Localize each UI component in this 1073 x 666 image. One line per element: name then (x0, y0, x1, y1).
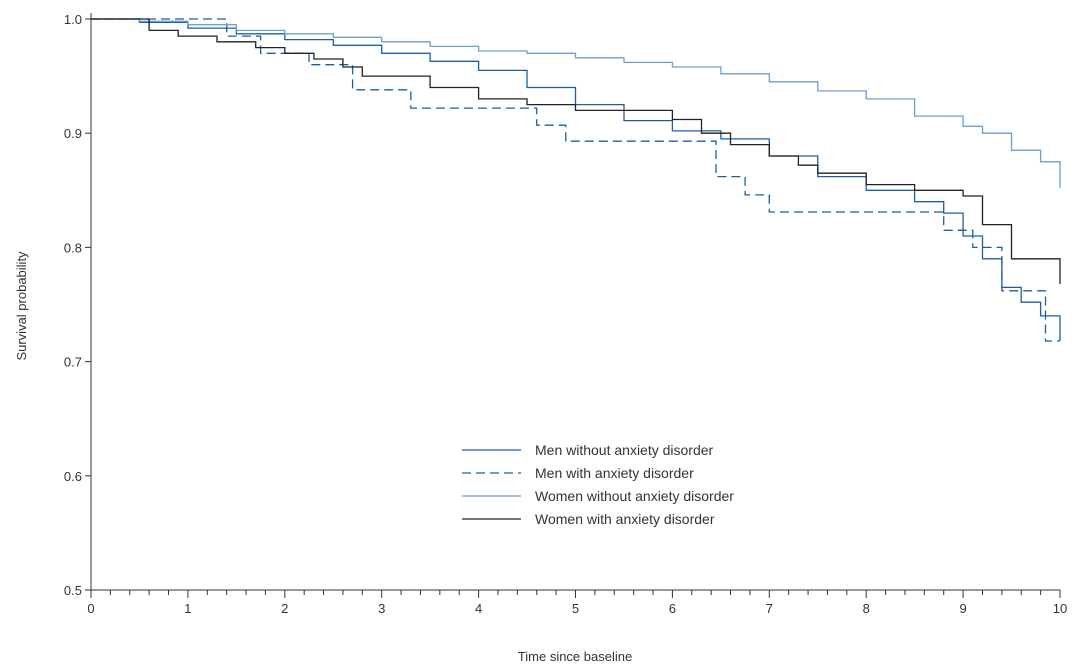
x-tick-label: 10 (1053, 601, 1067, 616)
legend-label: Men without anxiety disorder (535, 442, 714, 458)
x-tick-label: 6 (669, 601, 676, 616)
y-tick-label: 1.0 (64, 12, 82, 27)
series-line (91, 18, 1061, 188)
x-tick-label: 7 (766, 601, 773, 616)
y-axis-title: Survival probability (14, 251, 29, 361)
legend-label: Men with anxiety disorder (535, 465, 694, 481)
legend: Men without anxiety disorder Men with anx… (462, 442, 734, 527)
y-tick-label: 0.5 (64, 583, 82, 598)
y-tick-label: 0.7 (64, 355, 82, 370)
x-tick-label: 0 (87, 601, 94, 616)
series-line (91, 18, 1061, 341)
legend-label: Women with anxiety disorder (535, 511, 715, 527)
legend-label: Women without anxiety disorder (535, 488, 734, 504)
y-tick-label: 0.8 (64, 240, 82, 255)
series-line (91, 18, 1061, 284)
y-tick-label: 0.6 (64, 469, 82, 484)
x-tick-label: 2 (281, 601, 288, 616)
x-tick-label: 4 (475, 601, 482, 616)
x-tick-label: 3 (378, 601, 385, 616)
axes: 0 1 2 3 4 5 6 7 8 9 10 0.5 0.6 0.7 0.8 0.9 1.0 (64, 12, 1067, 616)
x-tick-label: 9 (959, 601, 966, 616)
series-layer (91, 18, 1061, 342)
x-tick-label: 5 (572, 601, 579, 616)
x-tick-label: 1 (184, 601, 191, 616)
y-tick-label: 0.9 (64, 126, 82, 141)
x-axis-title: Time since baseline (518, 649, 632, 664)
x-tick-label: 8 (863, 601, 870, 616)
series-line (91, 18, 1060, 342)
